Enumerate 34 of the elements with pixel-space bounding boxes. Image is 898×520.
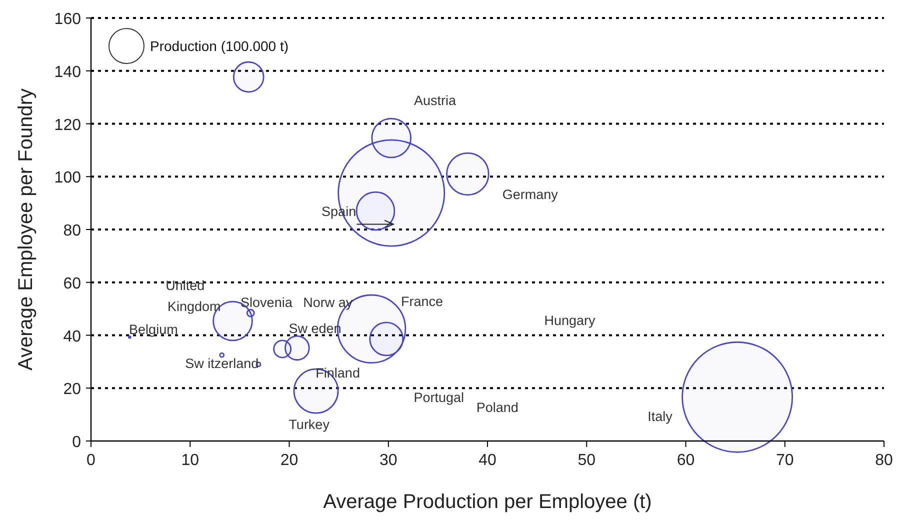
annotation: Kingdom (167, 299, 221, 314)
annotation: United (166, 278, 205, 294)
y-tick-label: 20 (63, 381, 82, 398)
annotation: Hungary (544, 312, 596, 328)
annotation: Turkey (288, 417, 330, 432)
annotation: France (401, 294, 444, 309)
y-tick-label: 100 (54, 170, 82, 187)
series-label: Production (100.000 t) (150, 38, 289, 54)
x-tick-label: 70 (776, 452, 794, 469)
x-tick-label: 20 (280, 452, 298, 469)
y-tick-label: 0 (72, 434, 82, 451)
y-tick-label: 60 (63, 275, 82, 292)
annotation: Portugal (414, 390, 464, 406)
y-tick-label: 40 (63, 328, 82, 346)
x-tick-label: 40 (478, 452, 496, 469)
y-tick-label: 120 (54, 116, 82, 134)
x-tick-label: 80 (875, 452, 893, 469)
x-axis-title: Average Production per Employee (t) (323, 491, 652, 513)
y-tick-label: 80 (63, 222, 82, 240)
annotation: Belgium (129, 322, 178, 337)
x-tick-label: 60 (676, 452, 695, 469)
y-tick-label: 160 (54, 11, 82, 28)
annotation: Slovenia (240, 294, 293, 310)
x-tick-label: 0 (86, 452, 96, 469)
y-axis-title: Average Employee per Foundry (15, 88, 37, 371)
annotation: Italy (648, 408, 673, 424)
annotation: Germany (502, 187, 558, 202)
x-tick-label: 30 (379, 452, 398, 469)
y-tick-label: 140 (54, 64, 82, 81)
annotation: Austria (414, 92, 456, 108)
annotation: Sw itzerland (185, 356, 259, 372)
annotation: Poland (476, 400, 518, 415)
x-tick-label: 50 (578, 452, 596, 469)
x-tick-label: 10 (181, 452, 200, 469)
